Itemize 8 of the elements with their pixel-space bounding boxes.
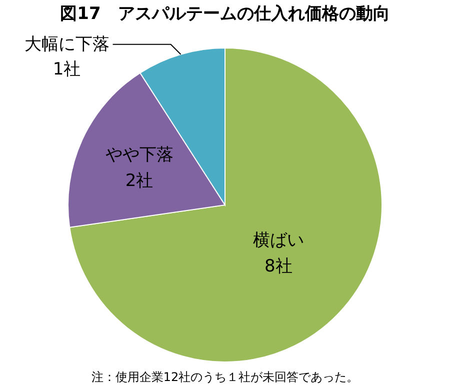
chart-title: 図17 アスパルテームの仕入れ価格の動向 [59, 3, 391, 25]
slice-label: 大幅に下落 [24, 34, 110, 54]
slice-label: やや下落 [105, 144, 174, 165]
data-label: 8社 [264, 256, 292, 276]
text: 注：使用企業12社のうち１社が未回答であった。 [90, 369, 360, 386]
data-label: 2社 [125, 170, 154, 191]
slice-label: 横ばい [252, 230, 304, 250]
data-label: 1社 [52, 59, 81, 80]
